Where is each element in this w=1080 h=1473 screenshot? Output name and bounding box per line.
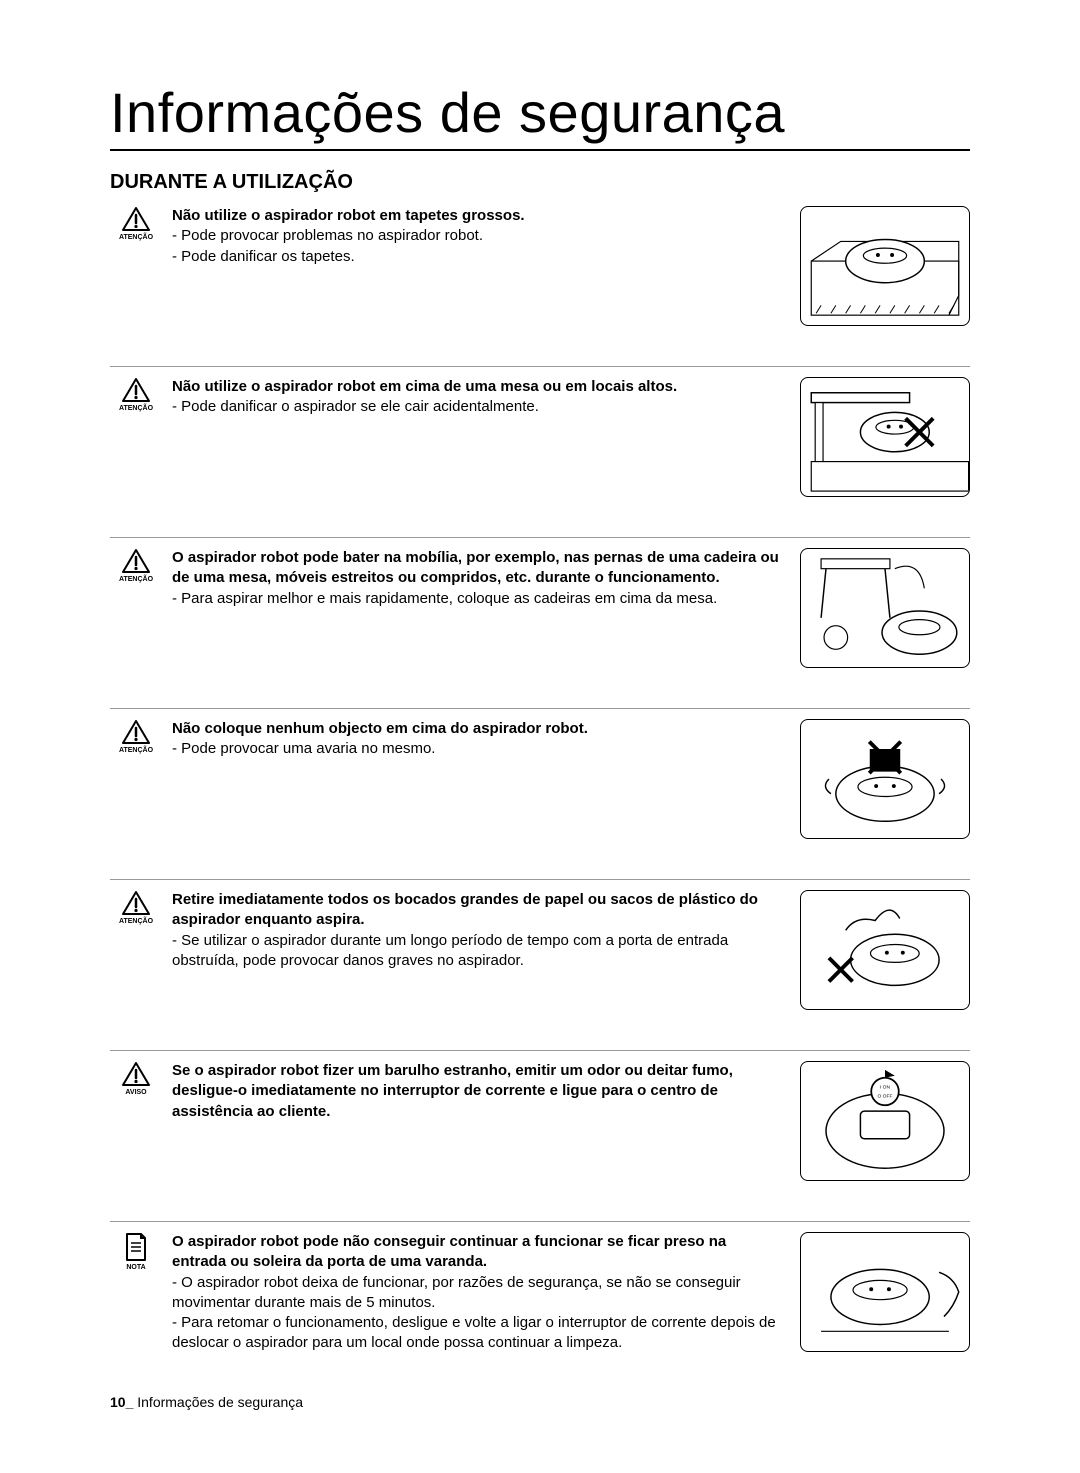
illustration-robot-falling-table: [800, 377, 970, 497]
safety-item: ATENÇÃO O aspirador robot pode bater na m…: [110, 537, 970, 668]
illustration-robot-chair-legs: [800, 548, 970, 668]
safety-text: Não utilize o aspirador robot em cima de…: [172, 377, 790, 418]
safety-text: O aspirador robot pode não conseguir con…: [172, 1232, 790, 1354]
svg-text:I ON: I ON: [880, 1085, 891, 1091]
safety-item: AVISO Se o aspirador robot fizer um barul…: [110, 1050, 970, 1181]
safety-item: ATENÇÃO Não coloque nenhum objecto em cim…: [110, 708, 970, 839]
icon-label: NOTA: [110, 1264, 162, 1271]
icon-label: ATENÇÃO: [110, 918, 162, 925]
safety-detail: - Pode danificar os tapetes.: [172, 247, 780, 267]
caution-icon: ATENÇÃO: [110, 890, 162, 925]
safety-text: Se o aspirador robot fizer um barulho es…: [172, 1061, 790, 1122]
illustration-robot-stuck-threshold: [800, 1232, 970, 1352]
safety-heading: O aspirador robot pode não conseguir con…: [172, 1232, 780, 1273]
safety-heading: Não coloque nenhum objecto em cima do as…: [172, 719, 780, 739]
icon-label: AVISO: [110, 1089, 162, 1096]
illustration-robot-on-carpet: [800, 206, 970, 326]
illustration-robot-object-on-top: [800, 719, 970, 839]
safety-heading: Não utilize o aspirador robot em cima de…: [172, 377, 780, 397]
safety-text: Não coloque nenhum objecto em cima do as…: [172, 719, 790, 760]
icon-label: ATENÇÃO: [110, 576, 162, 583]
note-icon: NOTA: [110, 1232, 162, 1271]
illustration-robot-power-switch: I ON O OFF: [800, 1061, 970, 1181]
illustration-robot-paper-stuck: [800, 890, 970, 1010]
caution-icon: ATENÇÃO: [110, 206, 162, 241]
icon-label: ATENÇÃO: [110, 234, 162, 241]
safety-detail: - O aspirador robot deixa de funcionar, …: [172, 1273, 780, 1314]
safety-heading: Se o aspirador robot fizer um barulho es…: [172, 1061, 780, 1122]
page-title: Informações de segurança: [110, 80, 970, 151]
safety-items-list: ATENÇÃO Não utilize o aspirador robot em …: [110, 206, 970, 1354]
caution-icon: ATENÇÃO: [110, 548, 162, 583]
caution-icon: AVISO: [110, 1061, 162, 1096]
safety-detail: - Pode provocar uma avaria no mesmo.: [172, 739, 780, 759]
page-number: 10_: [110, 1394, 133, 1410]
section-title: DURANTE A UTILIZAÇÃO: [110, 171, 970, 194]
svg-text:O OFF: O OFF: [878, 1093, 893, 1099]
icon-label: ATENÇÃO: [110, 747, 162, 754]
safety-text: Não utilize o aspirador robot em tapetes…: [172, 206, 790, 267]
safety-heading: Não utilize o aspirador robot em tapetes…: [172, 206, 780, 226]
safety-item: ATENÇÃO Não utilize o aspirador robot em …: [110, 366, 970, 497]
safety-detail: - Para retomar o funcionamento, desligue…: [172, 1313, 780, 1354]
safety-detail: - Pode danificar o aspirador se ele cair…: [172, 397, 780, 417]
safety-text: Retire imediatamente todos os bocados gr…: [172, 890, 790, 971]
safety-heading: O aspirador robot pode bater na mobília,…: [172, 548, 780, 589]
safety-heading: Retire imediatamente todos os bocados gr…: [172, 890, 780, 931]
safety-item: ATENÇÃO Retire imediatamente todos os boc…: [110, 879, 970, 1010]
icon-label: ATENÇÃO: [110, 405, 162, 412]
caution-icon: ATENÇÃO: [110, 377, 162, 412]
footer-text: Informações de segurança: [137, 1394, 303, 1410]
caution-icon: ATENÇÃO: [110, 719, 162, 754]
page-footer: 10_ Informações de segurança: [110, 1394, 970, 1410]
safety-item: NOTA O aspirador robot pode não conseguir…: [110, 1221, 970, 1354]
safety-detail: - Pode provocar problemas no aspirador r…: [172, 226, 780, 246]
safety-text: O aspirador robot pode bater na mobília,…: [172, 548, 790, 609]
safety-detail: - Se utilizar o aspirador durante um lon…: [172, 931, 780, 972]
safety-item: ATENÇÃO Não utilize o aspirador robot em …: [110, 206, 970, 326]
safety-detail: - Para aspirar melhor e mais rapidamente…: [172, 589, 780, 609]
